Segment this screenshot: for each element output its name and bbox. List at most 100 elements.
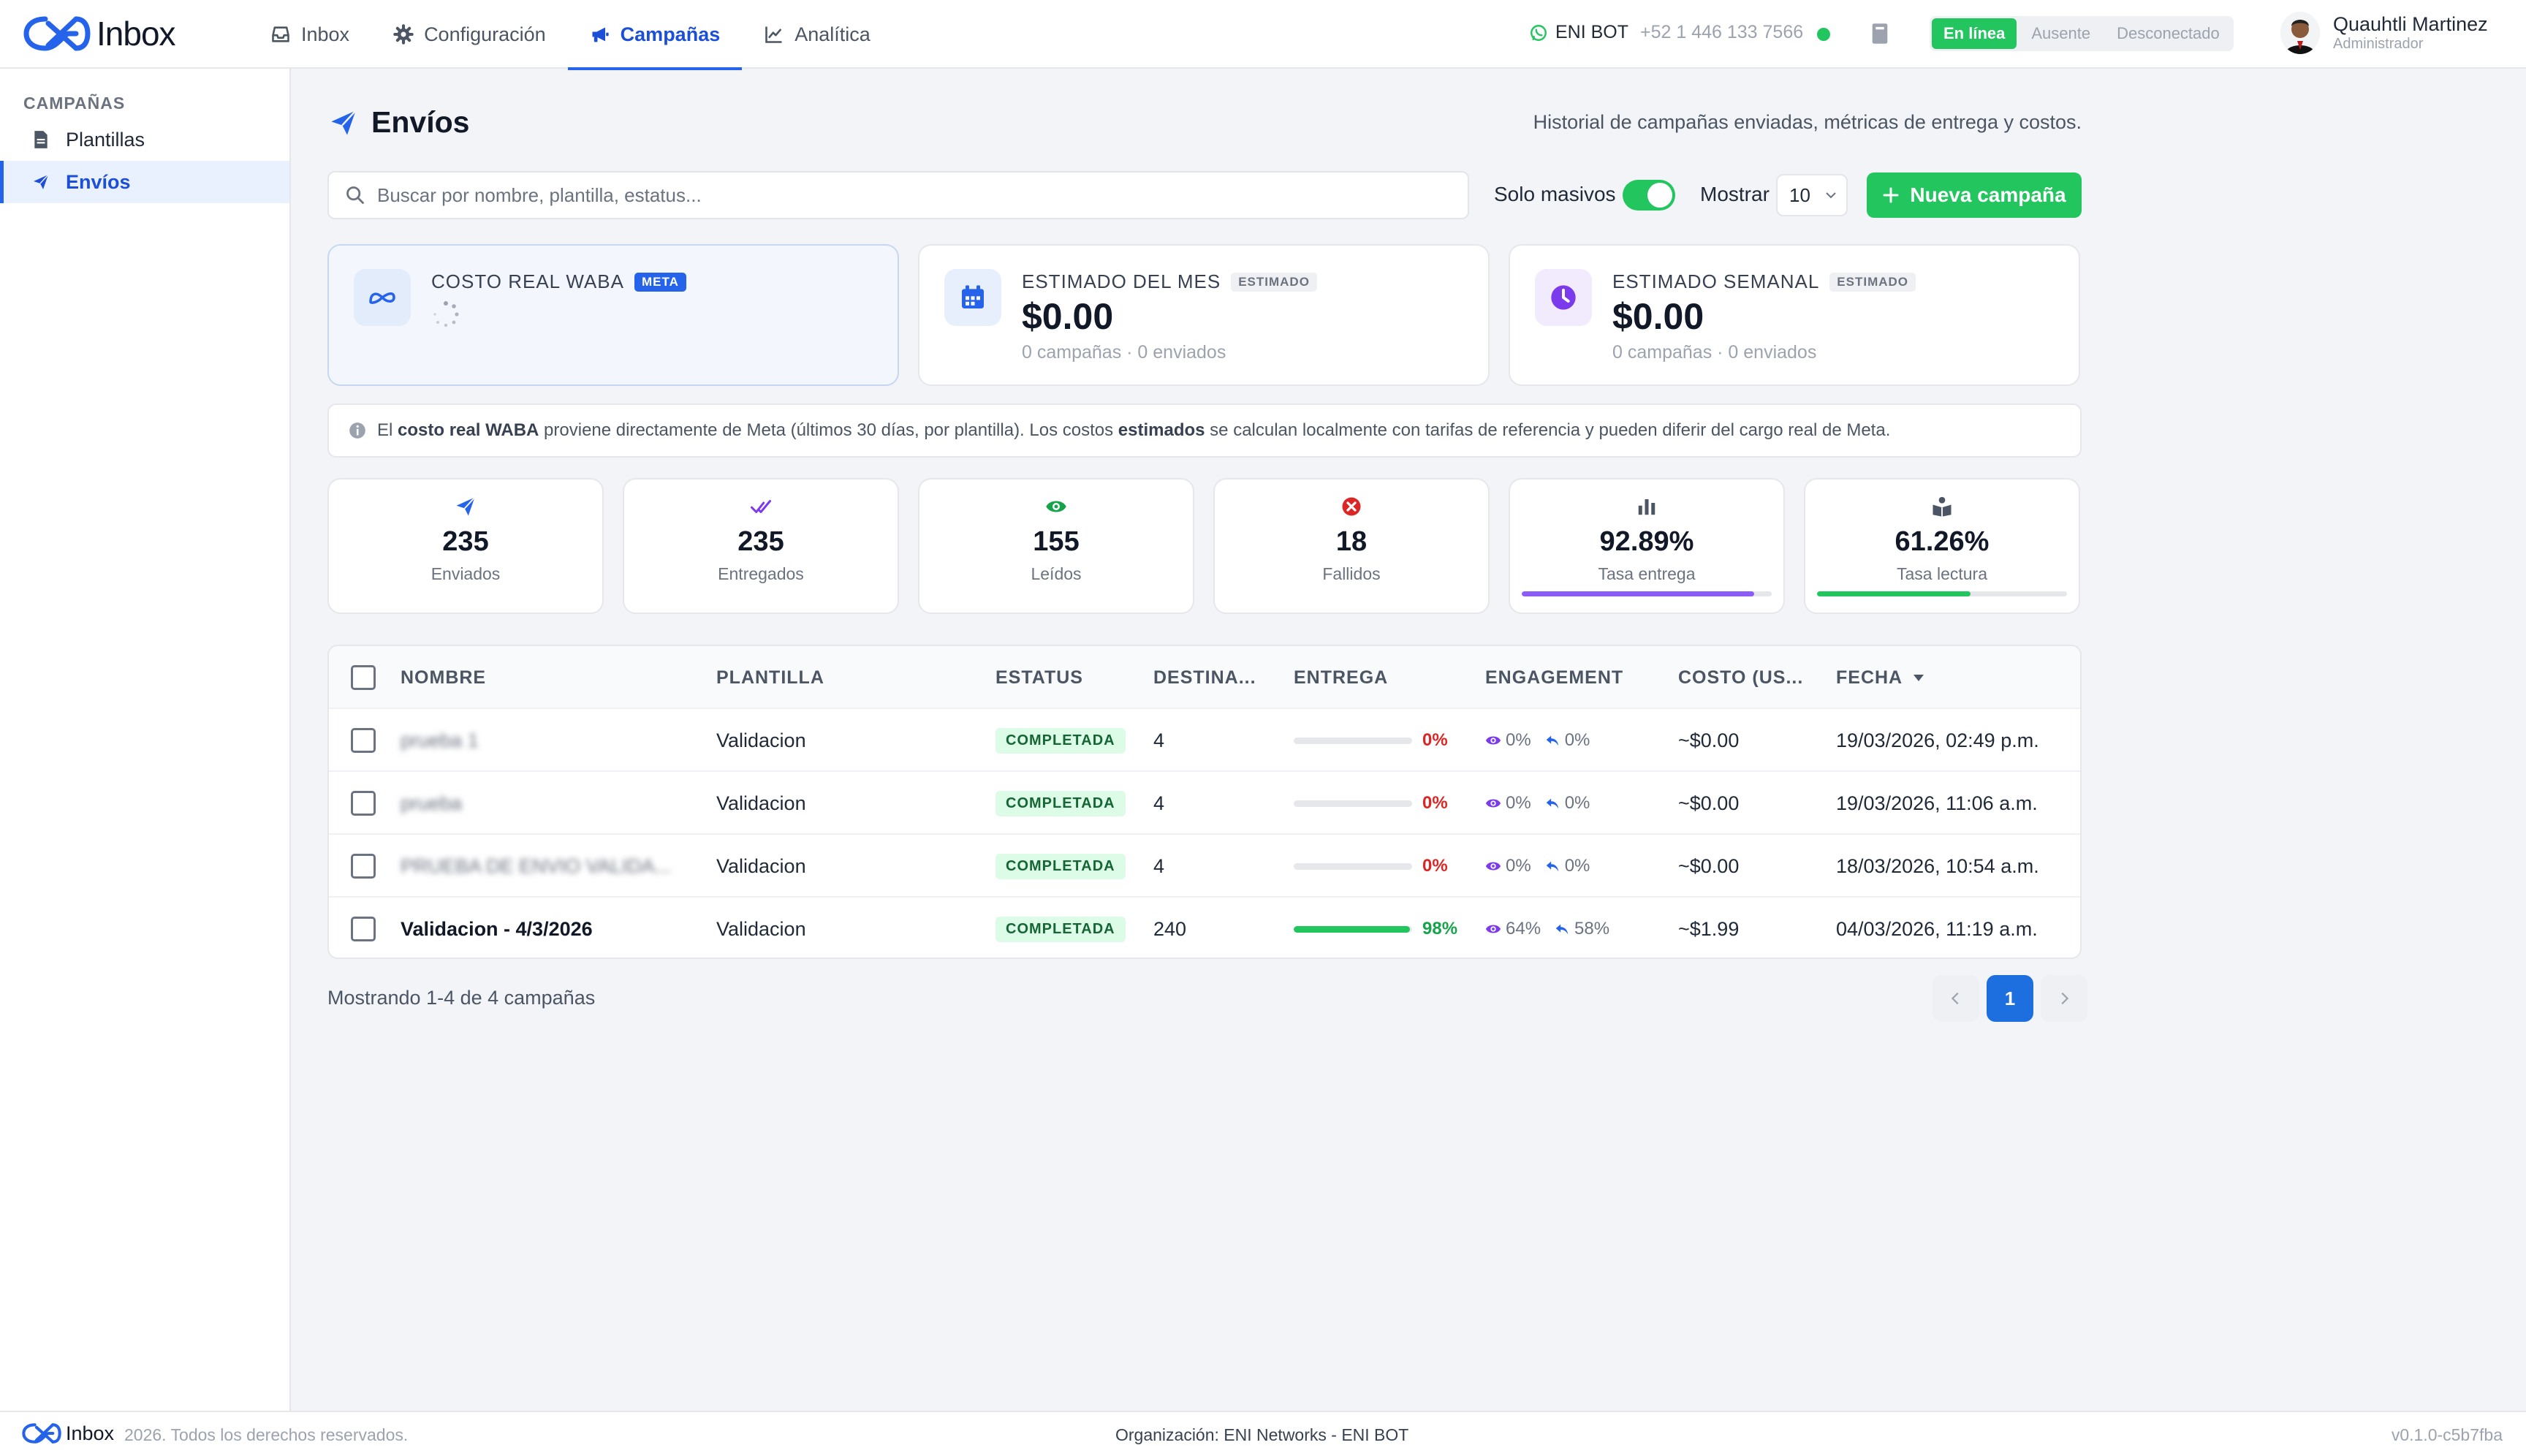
table-header: NOMBRE PLANTILLA ESTATUS DESTINA... ENTR… bbox=[329, 646, 2080, 709]
search-input[interactable] bbox=[377, 183, 1400, 207]
reply-rate-value: 58% bbox=[1574, 919, 1610, 939]
table-row[interactable]: Validacion - 4/3/2026 Validacion COMPLETAD… bbox=[329, 898, 2080, 958]
book-icon[interactable] bbox=[1870, 22, 1890, 45]
nav-tab-campanas[interactable]: Campañas bbox=[567, 0, 743, 70]
stat-card-tasa-lectura: 61.26% Tasa lectura bbox=[1804, 478, 2080, 614]
read-rate: 0% bbox=[1485, 856, 1531, 876]
delivery-percent: 98% bbox=[1422, 919, 1458, 939]
select-all-checkbox[interactable] bbox=[351, 665, 376, 690]
table-row[interactable]: PRUEBA DE ENVIO VALIDA... Validacion COMPL… bbox=[329, 835, 2080, 898]
eye-icon bbox=[1485, 736, 1501, 745]
search-icon bbox=[346, 186, 364, 204]
double-check-icon bbox=[751, 500, 771, 513]
page-subtitle: Historial de campañas enviadas, métricas… bbox=[1533, 111, 2082, 133]
delivery-progress-bar bbox=[1294, 800, 1412, 807]
col-header-destinatarios[interactable]: DESTINA... bbox=[1153, 667, 1256, 688]
reply-icon bbox=[1555, 924, 1569, 935]
reply-icon bbox=[1546, 861, 1558, 872]
estimated-badge: ESTIMADO bbox=[1231, 272, 1317, 292]
delivery-cell: 0% bbox=[1294, 709, 1448, 772]
nav-tab-analitica[interactable]: Analítica bbox=[742, 0, 892, 69]
status-cell: COMPLETADA bbox=[995, 898, 1126, 958]
col-header-nombre[interactable]: NOMBRE bbox=[401, 667, 487, 688]
megaphone-icon bbox=[592, 27, 609, 42]
stat-card-leidos: 155 Leídos bbox=[918, 478, 1194, 614]
col-header-plantilla[interactable]: PLANTILLA bbox=[716, 667, 824, 688]
document-icon bbox=[34, 131, 48, 148]
stat-card-tasa-entrega: 92.89% Tasa entrega bbox=[1509, 478, 1785, 614]
row-checkbox[interactable] bbox=[351, 917, 376, 941]
row-checkbox[interactable] bbox=[351, 854, 376, 879]
user-role: Administrador bbox=[2333, 36, 2424, 52]
nav-tab-inbox[interactable]: Inbox bbox=[249, 0, 371, 69]
stat-value: 235 bbox=[737, 526, 784, 557]
presence-offline-option[interactable]: Desconectado bbox=[2117, 24, 2220, 42]
infinity-logo-icon bbox=[23, 16, 91, 51]
presence-online-option[interactable]: En línea bbox=[1932, 18, 2017, 49]
template-name: Validacion bbox=[716, 854, 806, 877]
meta-icon-box bbox=[354, 269, 411, 326]
presence-away-option[interactable]: Ausente bbox=[2031, 24, 2091, 42]
cost-card-title: ESTIMADO SEMANAL bbox=[1612, 270, 1820, 292]
col-header-estatus[interactable]: ESTATUS bbox=[995, 667, 1083, 688]
stat-label: Enviados bbox=[431, 564, 501, 583]
reply-rate: 0% bbox=[1544, 793, 1590, 814]
cost-card-month: ESTIMADO DEL MES ESTIMADO $0.00 0 campañ… bbox=[918, 244, 1490, 386]
recipients-count: 4 bbox=[1153, 792, 1165, 814]
read-rate-value: 0% bbox=[1506, 793, 1531, 813]
footer-logo: Inbox bbox=[22, 1421, 114, 1446]
reply-rate-value: 0% bbox=[1564, 856, 1590, 876]
avatar bbox=[2280, 12, 2320, 54]
date-value: 04/03/2026, 11:19 a.m. bbox=[1836, 917, 2038, 940]
campaign-name[interactable]: PRUEBA DE ENVIO VALIDA... bbox=[401, 854, 672, 877]
engagement-cell: 64% 58% bbox=[1485, 898, 1623, 958]
cost-value: ~$0.00 bbox=[1678, 729, 1740, 751]
reply-icon bbox=[1546, 798, 1558, 809]
footer-brand: Inbox bbox=[66, 1422, 115, 1444]
app-logo[interactable]: Inbox bbox=[23, 13, 176, 54]
template-name: Validacion bbox=[716, 729, 806, 751]
template-name: Validacion bbox=[716, 917, 806, 940]
delivery-progress-bar bbox=[1294, 862, 1412, 870]
user-menu[interactable]: Quauhtli Martinez Administrador bbox=[2280, 12, 2488, 54]
campaign-name[interactable]: prueba 1 bbox=[401, 729, 479, 751]
eye-icon bbox=[1485, 799, 1501, 808]
sidebar-item-envios[interactable]: Envíos bbox=[0, 161, 289, 203]
pagination-summary: Mostrando 1-4 de 4 campañas bbox=[327, 987, 596, 1009]
col-header-costo[interactable]: COSTO (US... bbox=[1678, 667, 1804, 688]
status-badge: COMPLETADA bbox=[995, 790, 1126, 816]
info-text-part: proviene directamente de Meta (últimos 3… bbox=[539, 420, 1118, 440]
template-name: Validacion bbox=[716, 792, 806, 814]
reply-icon bbox=[1546, 735, 1558, 746]
status-badge: COMPLETADA bbox=[995, 727, 1126, 754]
col-header-fecha[interactable]: FECHA bbox=[1836, 646, 1924, 709]
page-button-current[interactable]: 1 bbox=[1987, 975, 2033, 1022]
bar-chart-icon bbox=[1638, 499, 1655, 515]
new-campaign-button[interactable]: Nueva campaña bbox=[1867, 172, 2082, 218]
stat-value: 155 bbox=[1033, 526, 1080, 557]
col-header-engagement[interactable]: ENGAGEMENT bbox=[1485, 667, 1624, 688]
next-page-button[interactable] bbox=[2041, 975, 2087, 1022]
stat-label: Tasa lectura bbox=[1896, 564, 1987, 583]
nav-tab-configuracion[interactable]: Configuración bbox=[371, 0, 568, 69]
recipients-count: 240 bbox=[1153, 917, 1187, 940]
prev-page-button[interactable] bbox=[1933, 975, 1979, 1022]
row-checkbox[interactable] bbox=[351, 728, 376, 753]
status-cell: COMPLETADA bbox=[995, 772, 1126, 835]
table-row[interactable]: prueba Validacion COMPLETADA 4 0% 0% 0% ~$0.00 1… bbox=[329, 772, 2080, 835]
row-checkbox[interactable] bbox=[351, 791, 376, 816]
show-count-select[interactable]: 10 bbox=[1776, 174, 1848, 216]
campaign-name[interactable]: prueba bbox=[401, 792, 463, 814]
sidebar-item-plantillas[interactable]: Plantillas bbox=[0, 118, 289, 161]
cost-info-note: El costo real WABA proviene directamente… bbox=[327, 403, 2082, 458]
solo-masivos-toggle[interactable] bbox=[1623, 180, 1675, 211]
info-text-part: El bbox=[377, 420, 398, 440]
table-row[interactable]: prueba 1 Validacion COMPLETADA 4 0% 0% 0% ~$0.0… bbox=[329, 709, 2080, 772]
campaign-name[interactable]: Validacion - 4/3/2026 bbox=[401, 917, 593, 940]
info-text: El costo real WABA proviene directamente… bbox=[377, 420, 1890, 441]
col-header-fecha-label: FECHA bbox=[1836, 667, 1903, 688]
user-name: Quauhtli Martinez bbox=[2333, 13, 2488, 35]
sort-desc-icon bbox=[1914, 675, 1924, 681]
cost-card-label: ESTIMADO SEMANAL ESTIMADO bbox=[1612, 270, 1916, 293]
col-header-entrega[interactable]: ENTREGA bbox=[1294, 667, 1389, 688]
